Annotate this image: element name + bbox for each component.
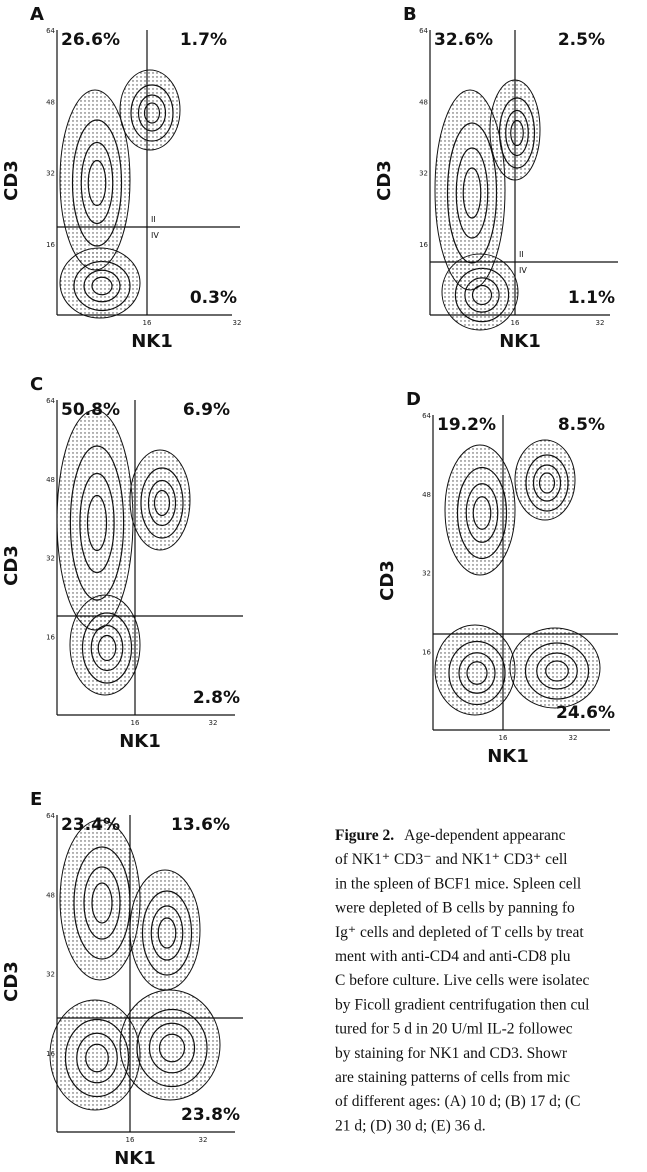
y-tick-label: 48 xyxy=(46,98,55,106)
y-axis-label: CD3 xyxy=(1,545,22,586)
caption-line: Figure 2. Age-dependent appearanc xyxy=(335,827,566,844)
x-tick-label: 16 xyxy=(131,719,140,727)
y-tick-label: 64 xyxy=(46,397,55,405)
y-tick-label: 48 xyxy=(46,891,55,899)
panel-label: A xyxy=(30,4,44,25)
quadrant-percent: 19.2% xyxy=(437,415,496,435)
stipple-region xyxy=(130,870,200,990)
stipple-region xyxy=(445,445,515,575)
caption-line: ment with anti-CD4 and anti-CD8 plu xyxy=(335,948,571,965)
y-tick-label: 64 xyxy=(422,412,431,420)
quadrant-percent: 26.6% xyxy=(61,30,120,50)
x-tick-label: 16 xyxy=(126,1136,135,1144)
caption-line: of different ages: (A) 10 d; (B) 17 d; (… xyxy=(335,1093,581,1110)
caption-text: Age-dependent appearanc xyxy=(404,827,565,844)
figure: 64 48 32 16 16 32 A CD3 NK1 26.6% 1.7% 0.3% II IV 64 48… xyxy=(0,0,647,1172)
y-tick-label: 16 xyxy=(46,241,55,249)
y-tick-label: 16 xyxy=(46,633,55,641)
y-tick-label: 32 xyxy=(46,971,55,979)
quadrant-percent: 1.1% xyxy=(568,288,615,308)
stipple-region xyxy=(510,628,600,708)
x-tick-label: 32 xyxy=(209,719,218,727)
x-tick-label: 32 xyxy=(569,734,578,742)
stipple-region xyxy=(120,70,180,150)
y-tick-label: 64 xyxy=(46,812,55,820)
x-axis-label: NK1 xyxy=(499,331,541,352)
quadrant-percent: 23.4% xyxy=(61,815,120,835)
stipple-region xyxy=(60,90,130,270)
quadrant-mark: IV xyxy=(519,266,527,275)
x-axis-label: NK1 xyxy=(114,1148,156,1169)
panel: 64 48 32 16 16 32 D CD3 NK1 19.2% 8.5% 24.6% xyxy=(377,389,618,767)
y-tick-label: 16 xyxy=(422,648,431,656)
panel: 64 48 32 16 16 32 E CD3 NK1 23.4% 13.6% 23.8% xyxy=(1,789,243,1169)
quadrant-mark: II xyxy=(151,215,156,224)
quadrant-percent: 13.6% xyxy=(171,815,230,835)
quadrant-percent: 50.8% xyxy=(61,400,120,420)
x-tick-label: 16 xyxy=(511,319,520,327)
stipple-region xyxy=(515,440,575,520)
quadrant-percent: 1.7% xyxy=(180,30,227,50)
caption-line: of NK1⁺ CD3⁻ and NK1⁺ CD3⁺ cell xyxy=(335,851,567,868)
caption-line: Ig⁺ cells and depleted of T cells by tre… xyxy=(335,924,584,941)
stipple-region xyxy=(130,450,190,550)
quadrant-percent: 32.6% xyxy=(434,30,493,50)
caption-line: were depleted of B cells by panning fo xyxy=(335,900,575,917)
stipple-region xyxy=(60,820,140,980)
caption-line: are staining patterns of cells from mic xyxy=(335,1069,570,1086)
caption-title: Figure 2. xyxy=(335,827,394,844)
caption-line: C before culture. Live cells were isolat… xyxy=(335,972,589,989)
x-tick-label: 16 xyxy=(499,734,508,742)
caption-line: in the spleen of BCF1 mice. Spleen cell xyxy=(335,875,581,892)
x-tick-label: 32 xyxy=(596,319,605,327)
quadrant-mark: II xyxy=(519,250,524,259)
x-tick-label: 32 xyxy=(233,319,242,327)
y-tick-label: 32 xyxy=(46,170,55,178)
y-tick-label: 16 xyxy=(46,1050,55,1058)
y-tick-label: 48 xyxy=(46,476,55,484)
panel: 64 48 32 16 16 32 A CD3 NK1 26.6% 1.7% 0.3% II IV xyxy=(1,4,241,352)
panel-label: E xyxy=(30,789,42,810)
quadrant-percent: 2.8% xyxy=(193,688,240,708)
caption-line: by Ficoll gradient centrifugation then c… xyxy=(335,996,589,1013)
stipple-region xyxy=(57,410,133,630)
panel-label: B xyxy=(403,4,417,25)
y-axis-label: CD3 xyxy=(1,961,22,1002)
panel-label: D xyxy=(406,389,421,410)
quadrant-percent: 8.5% xyxy=(558,415,605,435)
stipple-region xyxy=(120,990,220,1100)
x-axis-label: NK1 xyxy=(119,731,161,752)
quadrant-percent: 24.6% xyxy=(556,703,615,723)
y-axis-label: CD3 xyxy=(1,160,22,201)
x-tick-label: 32 xyxy=(199,1136,208,1144)
quadrant-mark: IV xyxy=(151,231,159,240)
y-tick-label: 48 xyxy=(422,491,431,499)
caption-line: by staining for NK1 and CD3. Showr xyxy=(335,1045,568,1062)
quadrant-percent: 23.8% xyxy=(181,1105,240,1125)
quadrant-percent: 0.3% xyxy=(190,288,237,308)
panel-label: C xyxy=(30,374,43,395)
y-tick-label: 48 xyxy=(419,98,428,106)
y-axis-label: CD3 xyxy=(377,560,398,601)
y-tick-label: 32 xyxy=(419,170,428,178)
quadrant-percent: 2.5% xyxy=(558,30,605,50)
y-tick-label: 32 xyxy=(422,570,431,578)
panel: 64 48 32 16 16 32 B CD3 NK1 32.6% 2.5% 1.1% II IV xyxy=(374,4,618,352)
caption-line: 21 d; (D) 30 d; (E) 36 d. xyxy=(335,1117,486,1134)
x-tick-label: 16 xyxy=(143,319,152,327)
caption-line: tured for 5 d in 20 U/ml IL-2 followec xyxy=(335,1021,573,1038)
y-tick-label: 64 xyxy=(46,27,55,35)
x-axis-label: NK1 xyxy=(131,331,173,352)
page: 64 48 32 16 16 32 A CD3 NK1 26.6% 1.7% 0.3% II IV 64 48… xyxy=(0,0,647,1172)
y-axis-label: CD3 xyxy=(374,160,395,201)
y-tick-label: 32 xyxy=(46,555,55,563)
y-tick-label: 16 xyxy=(419,241,428,249)
panel: 64 48 32 16 16 32 C CD3 NK1 50.8% 6.9% 2.8% xyxy=(1,374,243,752)
quadrant-percent: 6.9% xyxy=(183,400,230,420)
y-tick-label: 64 xyxy=(419,27,428,35)
x-axis-label: NK1 xyxy=(487,746,529,767)
